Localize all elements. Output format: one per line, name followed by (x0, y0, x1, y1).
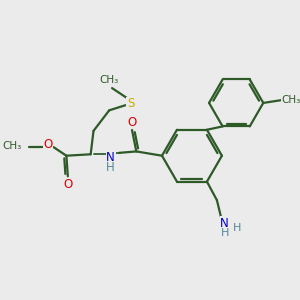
Text: O: O (63, 178, 73, 191)
Text: O: O (128, 116, 137, 128)
Text: CH₃: CH₃ (281, 95, 300, 105)
Text: H: H (220, 228, 229, 238)
Text: S: S (127, 97, 134, 110)
Text: N: N (220, 217, 229, 230)
Text: O: O (43, 138, 52, 152)
Text: H: H (233, 223, 241, 233)
Text: CH₃: CH₃ (2, 141, 21, 151)
Text: H: H (106, 161, 115, 174)
Text: N: N (106, 152, 115, 164)
Text: CH₃: CH₃ (99, 75, 118, 85)
